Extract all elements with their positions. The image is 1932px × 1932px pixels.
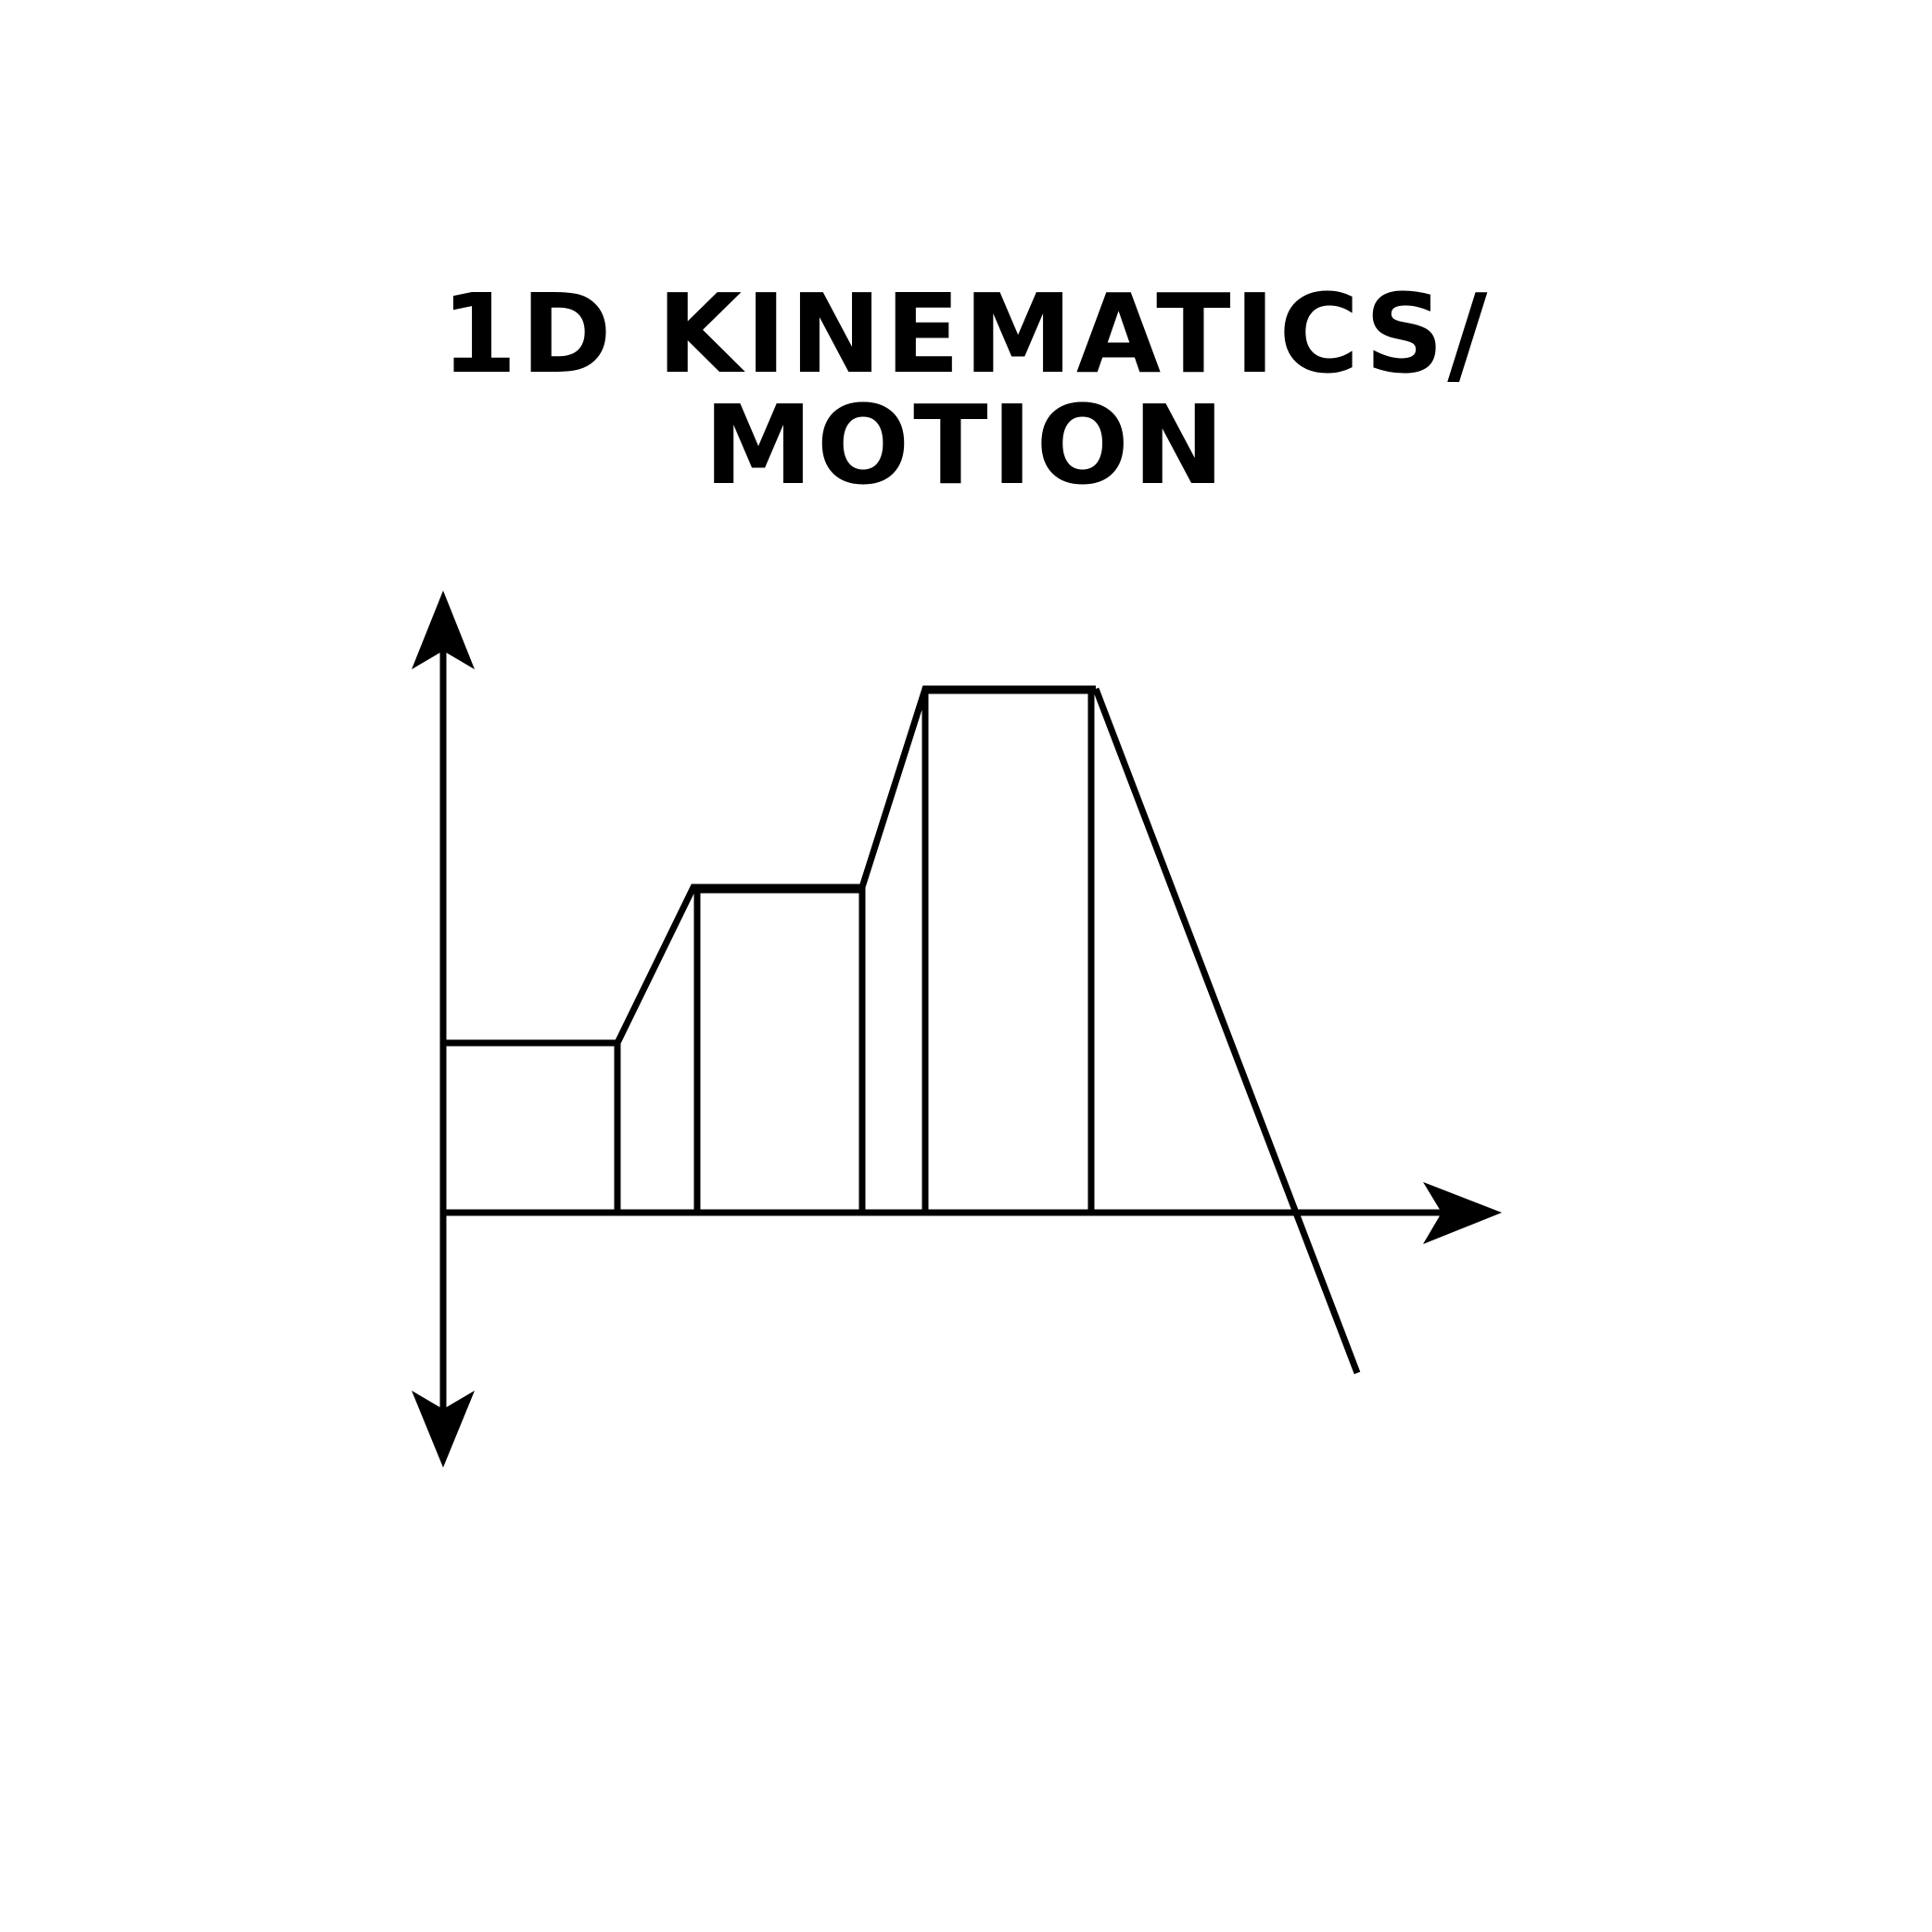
step-1-block [443, 1039, 621, 1213]
title-line-1: 1D KINEMATICS/ [440, 270, 1492, 398]
arrow-right-icon [1423, 1182, 1502, 1244]
ramp-2-outline [858, 685, 1096, 889]
ramp-1-outline [614, 883, 866, 1213]
descending-line [1092, 687, 1361, 1375]
arrow-down-icon [412, 1391, 475, 1468]
step-3-block [922, 687, 1095, 1213]
title-line-2: MOTION [704, 381, 1228, 509]
step-2-block [693, 886, 862, 1213]
arrow-up-icon [412, 591, 475, 669]
